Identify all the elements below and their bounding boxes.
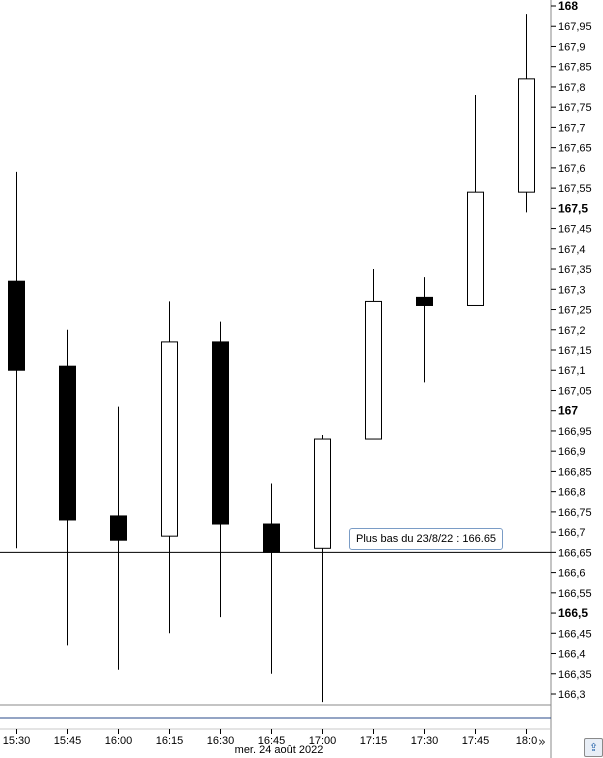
- x-tick-label: 17:15: [360, 735, 388, 747]
- x-tick-label: 15:30: [3, 735, 31, 747]
- y-tick-label: 166,75: [558, 507, 592, 519]
- y-tick-label: 167,95: [558, 21, 592, 33]
- y-tick-label: 166,7: [558, 527, 586, 539]
- x-tick-label: 16:00: [105, 735, 133, 747]
- low-reference-tooltip: Plus bas du 23/8/22 : 166.65: [349, 528, 504, 550]
- candle-body-bullish: [365, 300, 382, 440]
- y-tick-label: 167,6: [558, 163, 586, 175]
- y-tick-label: 166,65: [558, 547, 592, 559]
- candle-body-bearish: [212, 341, 229, 525]
- y-tick-label: 166,9: [558, 446, 586, 458]
- y-tick-label: 167,15: [558, 345, 592, 357]
- y-tick-label: 167,55: [558, 183, 592, 195]
- candle-body-bearish: [8, 280, 25, 371]
- y-tick-label: 167,75: [558, 102, 592, 114]
- y-tick-label: 167,8: [558, 82, 586, 94]
- y-tick-label: 167,35: [558, 264, 592, 276]
- y-tick-label: 167,1: [558, 365, 586, 377]
- candle-body-bullish: [314, 438, 331, 549]
- y-tick-label: 166,45: [558, 628, 592, 640]
- candle-body-bearish: [110, 515, 127, 541]
- y-tick-label: 166,85: [558, 466, 592, 478]
- y-tick-label: 167,2: [558, 325, 586, 337]
- y-tick-label: 166,6: [558, 568, 586, 580]
- y-tick-label: 167: [558, 404, 578, 418]
- x-tick-label: 15:45: [54, 735, 82, 747]
- candle-body-bearish: [59, 365, 76, 521]
- x-tick-label: 17:00: [309, 735, 337, 747]
- y-tick-label: 167,9: [558, 41, 586, 53]
- scroll-right-button[interactable]: »: [538, 735, 546, 750]
- y-tick-label: 167,3: [558, 284, 586, 296]
- y-tick-label: 167,5: [558, 201, 588, 215]
- x-tick-label: 16:30: [207, 735, 235, 747]
- y-tick-label: 166,8: [558, 487, 586, 499]
- candle-body-bearish: [263, 523, 280, 553]
- export-icon[interactable]: ⇪: [584, 738, 603, 757]
- y-tick-label: 167,45: [558, 224, 592, 236]
- x-tick-label: 17:45: [462, 735, 490, 747]
- x-tick-label: 17:30: [411, 735, 439, 747]
- y-tick-label: 166,35: [558, 669, 592, 681]
- y-tick-label: 166,55: [558, 588, 592, 600]
- x-tick-label: 16:45: [258, 735, 286, 747]
- y-tick-label: 166,5: [558, 606, 588, 620]
- candle-body-bullish: [518, 78, 535, 193]
- candle-body-bullish: [161, 341, 178, 537]
- candle-body-bearish: [416, 296, 433, 306]
- y-tick-label: 166,4: [558, 649, 586, 661]
- x-tick-label: 16:15: [156, 735, 184, 747]
- y-tick-label: 167,05: [558, 385, 592, 397]
- x-tick-label: 18:0: [516, 735, 537, 747]
- date-label: mer. 24 août 2022: [235, 744, 324, 756]
- y-tick-label: 166,95: [558, 426, 592, 438]
- candle-body-bullish: [467, 191, 484, 306]
- y-tick-label: 168: [558, 0, 578, 13]
- y-tick-label: 166,3: [558, 689, 586, 701]
- y-tick-label: 167,7: [558, 122, 586, 134]
- y-tick-label: 167,4: [558, 244, 586, 256]
- y-tick-label: 167,65: [558, 143, 592, 155]
- y-tick-label: 167,85: [558, 62, 592, 74]
- y-tick-label: 167,25: [558, 305, 592, 317]
